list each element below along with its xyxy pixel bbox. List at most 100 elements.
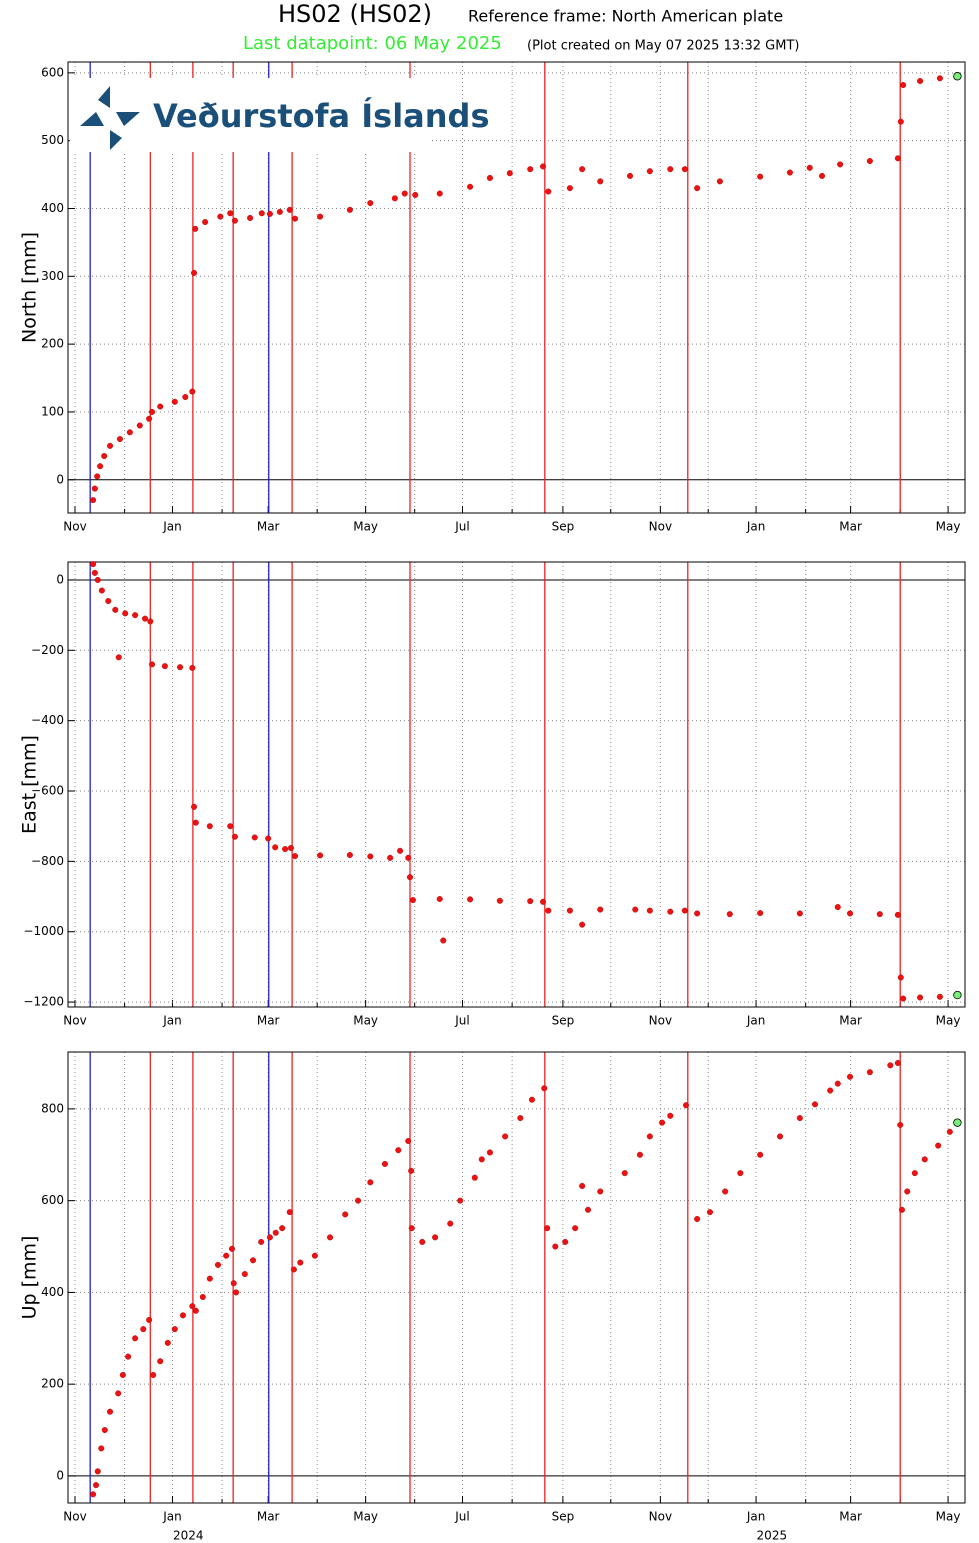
x-tick-label: Nov	[649, 1510, 672, 1524]
point	[132, 1335, 139, 1342]
y-tick-label: 800	[41, 1101, 64, 1115]
point	[898, 1206, 905, 1213]
point	[367, 1179, 374, 1186]
point	[757, 173, 764, 180]
point	[897, 1121, 904, 1128]
point	[250, 1257, 257, 1264]
y-tick-label: 300	[41, 269, 64, 283]
point	[562, 1238, 569, 1245]
x-tick-label: May	[353, 520, 378, 534]
x-tick-label: Nov	[649, 520, 672, 534]
point	[917, 77, 924, 84]
x-tick-label: Nov	[63, 1510, 86, 1524]
x-tick-label: Jul	[454, 1014, 469, 1028]
point	[387, 854, 394, 861]
point	[527, 166, 534, 173]
point	[405, 854, 412, 861]
point	[496, 897, 503, 904]
point	[223, 1252, 230, 1259]
point	[206, 823, 213, 830]
point	[486, 174, 493, 181]
point	[290, 1266, 297, 1273]
y-tick-label: −1000	[23, 924, 64, 938]
x-tick-label: May	[936, 520, 961, 534]
point	[419, 1238, 426, 1245]
point	[597, 178, 604, 185]
point	[292, 853, 299, 860]
point	[189, 1303, 196, 1310]
point	[834, 904, 841, 911]
y-tick-label: 0	[56, 472, 64, 486]
y-tick-label: 200	[41, 1377, 64, 1391]
point	[545, 907, 552, 914]
point	[936, 75, 943, 82]
y-tick-label: 400	[41, 201, 64, 215]
point	[346, 206, 353, 213]
x-tick-label: Jan	[746, 520, 766, 534]
point	[142, 615, 149, 622]
point	[627, 172, 634, 179]
point	[94, 576, 101, 583]
x-tick-label: Mar	[839, 1014, 862, 1028]
point	[251, 834, 258, 841]
point	[112, 606, 119, 613]
y-tick-label: 100	[41, 404, 64, 418]
point	[90, 497, 97, 504]
point	[917, 994, 924, 1001]
point	[517, 1115, 524, 1122]
last-point	[953, 990, 962, 1000]
point	[900, 995, 907, 1002]
point	[894, 911, 901, 918]
y-axis-label: Up [mm]	[19, 1236, 41, 1320]
point	[646, 168, 653, 175]
x-tick-label: Jul	[454, 1510, 469, 1524]
subtitle: Reference frame: North American plate	[468, 7, 783, 26]
y-axis-label: East [mm]	[19, 735, 41, 834]
point	[230, 1280, 237, 1287]
point	[182, 394, 189, 401]
point	[946, 1128, 953, 1135]
point	[157, 403, 164, 410]
point	[177, 664, 184, 671]
point	[125, 1353, 132, 1360]
point	[467, 183, 474, 190]
point	[847, 910, 854, 917]
point	[94, 1468, 101, 1475]
point	[887, 1062, 894, 1069]
point	[227, 823, 234, 830]
x-tick-label: May	[353, 1510, 378, 1524]
point	[258, 210, 265, 217]
point	[827, 1087, 834, 1094]
point	[935, 1142, 942, 1149]
x-tick-label: May	[353, 1014, 378, 1028]
point	[847, 1073, 854, 1080]
point	[694, 1216, 701, 1223]
point	[936, 993, 943, 1000]
point	[94, 473, 101, 480]
x-tick-label: Nov	[649, 1014, 672, 1028]
point	[149, 661, 156, 668]
logo-text: Veðurstofa Íslands	[153, 97, 490, 135]
point	[904, 1188, 911, 1195]
point	[157, 1358, 164, 1365]
x-tick-label: May	[936, 1014, 961, 1028]
y-tick-label: 0	[56, 572, 64, 586]
point	[164, 1339, 171, 1346]
point	[694, 185, 701, 192]
point	[897, 118, 904, 125]
point	[282, 846, 289, 853]
point	[381, 1160, 388, 1167]
point	[667, 1112, 674, 1119]
point	[806, 164, 813, 171]
last-point	[953, 1118, 962, 1127]
point	[584, 1206, 591, 1213]
plot-frame	[67, 1051, 966, 1504]
point	[342, 1211, 349, 1218]
y-tick-label: 600	[41, 1193, 64, 1207]
point	[566, 185, 573, 192]
point	[541, 1085, 548, 1092]
point	[192, 225, 199, 232]
year-label: 2025	[757, 1529, 788, 1543]
point	[115, 1390, 122, 1397]
